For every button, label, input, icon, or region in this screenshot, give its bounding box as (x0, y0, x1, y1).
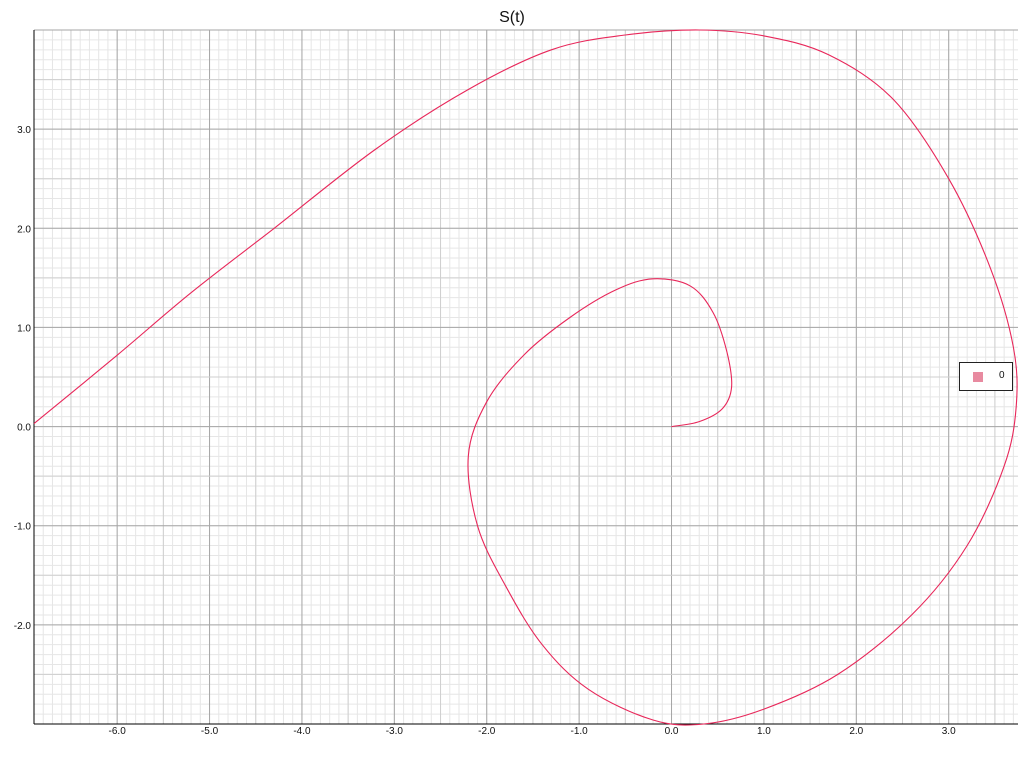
legend: 0 (959, 362, 1013, 391)
series-layer (33, 29, 1018, 726)
x-tick-label: -5.0 (201, 726, 219, 737)
major-grid (34, 29, 1018, 725)
x-tick-label: -4.0 (293, 726, 311, 737)
x-tick-label: -3.0 (386, 726, 404, 737)
legend-swatch (973, 372, 983, 382)
legend-label: 0 (999, 370, 1005, 381)
x-tick-label: -1.0 (571, 726, 589, 737)
x-tick-label: 3.0 (942, 726, 956, 737)
series-line-0 (33, 29, 1018, 726)
y-tick-labels: -2.0 -1.0 0.0 1.0 2.0 3.0 (14, 125, 32, 632)
axes (33, 30, 1018, 725)
x-tick-label: 2.0 (849, 726, 863, 737)
y-tick-label: -2.0 (14, 621, 32, 632)
y-tick-label: 3.0 (17, 125, 31, 136)
x-tick-label: -6.0 (109, 726, 127, 737)
x-tick-label: 1.0 (757, 726, 771, 737)
chart-title: S(t) (499, 9, 525, 26)
x-tick-label: -2.0 (478, 726, 496, 737)
x-tick-labels: -6.0 -5.0 -4.0 -3.0 -2.0 -1.0 0.0 1.0 2.0 3.0 (109, 726, 957, 737)
x-tick-label: 0.0 (665, 726, 679, 737)
y-tick-label: -1.0 (14, 522, 32, 533)
y-tick-label: 1.0 (17, 323, 31, 334)
y-tick-label: 0.0 (17, 423, 31, 434)
y-tick-label: 2.0 (17, 224, 31, 235)
